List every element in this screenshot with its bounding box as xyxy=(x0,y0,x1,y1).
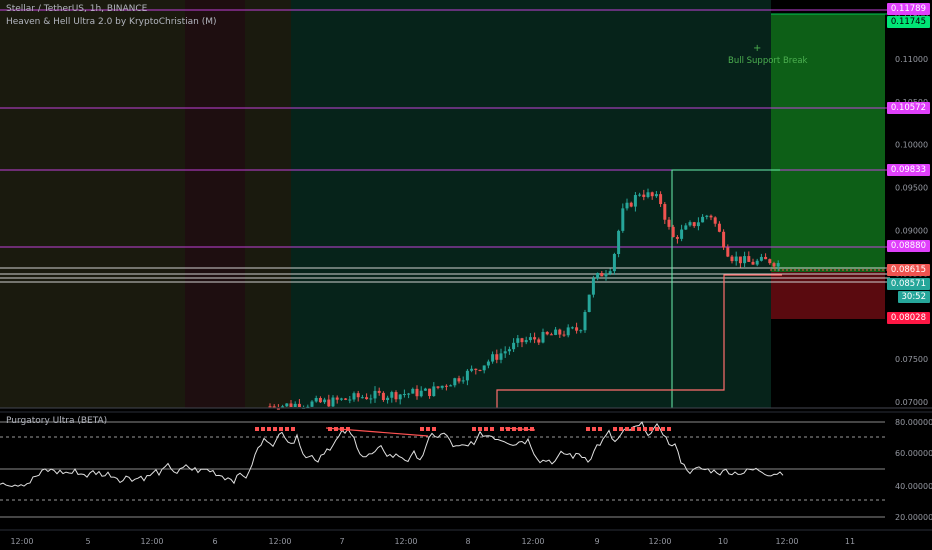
price-tick: 0.11000 xyxy=(895,55,928,64)
annotation-plus: + xyxy=(753,43,762,54)
indicator-legend[interactable]: Heaven & Hell Ultra 2.0 by KryptoChristi… xyxy=(6,17,217,27)
price-tag: 0.10572 xyxy=(886,102,930,114)
oscillator-panel xyxy=(0,421,885,518)
price-tick: 0.10000 xyxy=(895,141,928,150)
bear-stop-box xyxy=(771,272,885,319)
time-tick: 12:00 xyxy=(10,537,33,546)
time-axis[interactable]: 12:00 5 12:00 6 12:00 7 12:00 8 12:00 9 12:00 10 12:… xyxy=(10,537,855,546)
oscillator-line xyxy=(0,421,784,488)
countdown-label: 30:52 xyxy=(897,291,930,303)
time-tick: 12:00 xyxy=(140,537,163,546)
price-tag: 0.11745 xyxy=(886,16,930,28)
price-tag: 0.08028 xyxy=(886,312,930,324)
time-tick: 12:00 xyxy=(775,537,798,546)
step-lines xyxy=(496,169,782,408)
time-tick: 7 xyxy=(339,537,344,546)
price-tick: 0.07000 xyxy=(895,398,928,407)
price-tick: 0.09000 xyxy=(895,226,928,235)
time-tick: 12:00 xyxy=(521,537,544,546)
price-tag: 0.11789 xyxy=(886,3,930,15)
zone-neutral-1 xyxy=(0,0,185,408)
price-tag: 0.09833 xyxy=(886,164,930,176)
time-tick: 11 xyxy=(845,537,855,546)
time-tick: 10 xyxy=(718,537,728,546)
zone-neutral-2 xyxy=(245,0,291,408)
oscillator-legend[interactable]: Purgatory Ultra (BETA) xyxy=(6,416,108,426)
bull-support-break-label: Bull Support Break xyxy=(728,56,808,66)
time-tick: 12:00 xyxy=(268,537,291,546)
time-tick: 6 xyxy=(212,537,217,546)
time-tick: 8 xyxy=(465,537,470,546)
time-tick: 12:00 xyxy=(648,537,671,546)
level-lines xyxy=(0,9,890,283)
symbol-legend[interactable]: Stellar / TetherUS, 1h, BINANCE xyxy=(6,4,148,14)
zone-heaven xyxy=(291,0,771,408)
price-tag: 0.08615 xyxy=(886,264,930,276)
oscillator-axis: 80.00000 60.00000 40.00000 20.00000 xyxy=(895,418,932,522)
candles xyxy=(268,188,780,410)
time-tick: 5 xyxy=(85,537,90,546)
price-tag: 0.08571 xyxy=(886,278,930,290)
price-tick: 0.07500 xyxy=(895,355,928,364)
time-tick: 12:00 xyxy=(394,537,417,546)
oscillator-tick: 80.00000 xyxy=(895,418,932,427)
price-tick: 0.09500 xyxy=(895,184,928,193)
oscillator-tick: 40.00000 xyxy=(895,482,932,491)
price-axis[interactable]: 0.115000.110000.105000.100000.095000.090… xyxy=(895,12,928,407)
bull-target-box xyxy=(771,14,885,272)
time-tick: 9 xyxy=(594,537,599,546)
oscillator-tick: 60.00000 xyxy=(895,449,932,458)
price-tag: 0.08880 xyxy=(886,240,930,252)
oscillator-tick: 20.00000 xyxy=(895,513,932,522)
zone-hell xyxy=(185,0,245,408)
